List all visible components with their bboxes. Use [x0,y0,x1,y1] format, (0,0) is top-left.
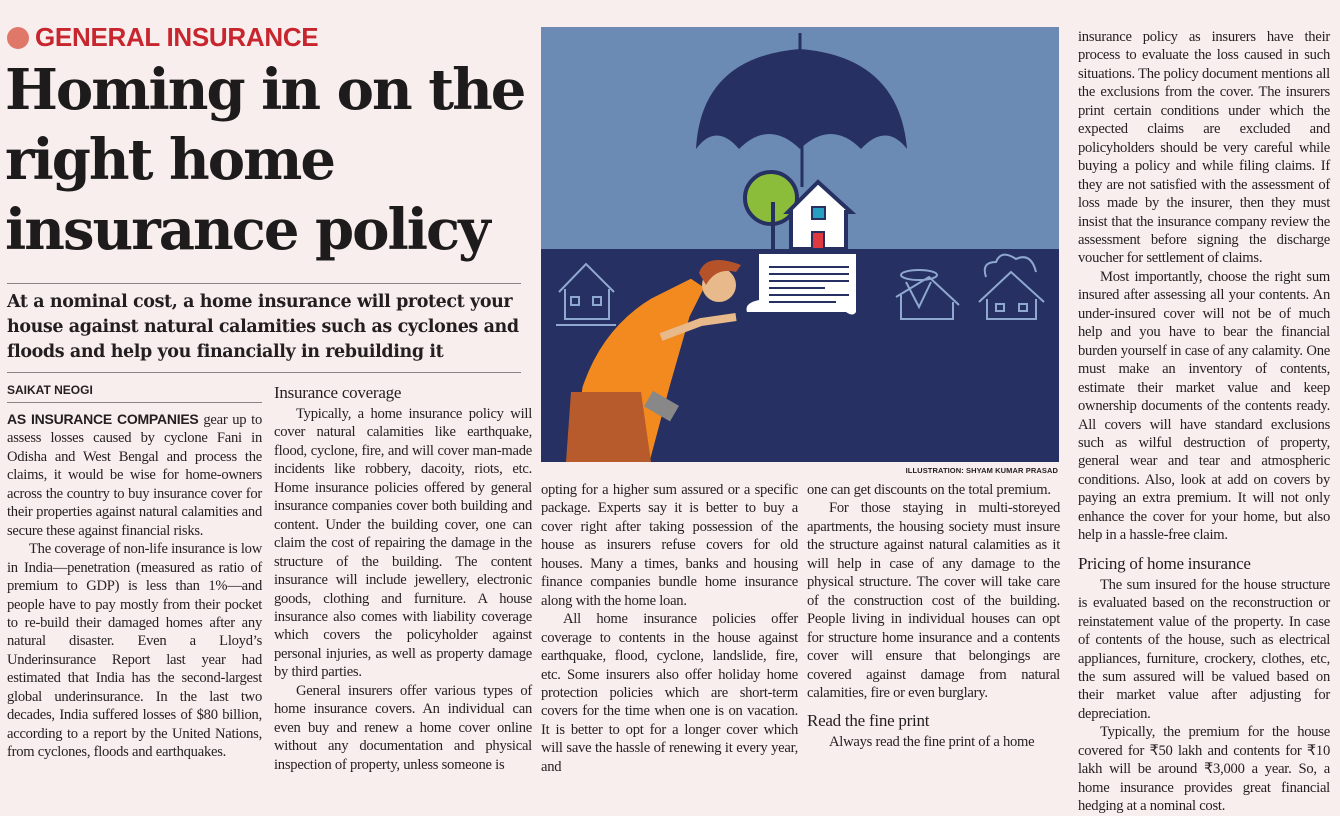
paragraph: The sum insured for the house structure … [1078,576,1330,722]
cyclone-house-icon [895,269,960,320]
article-column-3: opting for a higher sum assured or a spe… [541,481,798,776]
divider [7,283,521,284]
paragraph: All home insurance policies offer covera… [541,611,798,775]
article-column-4: one can get discounts on the total premi… [807,481,1060,752]
paragraph: gear up to assess losses caused by cyclo… [7,412,262,539]
paragraph: Most importantly, choose the right sum i… [1078,268,1330,544]
byline: SAIKAT NEOGI [7,383,93,397]
paragraph: Typically, a home insurance policy will … [274,406,532,681]
tree-icon [743,170,799,249]
divider [7,372,521,373]
document-icon [746,254,856,315]
lead-in: AS INSURANCE COMPANIES [7,411,199,427]
paragraph: Typically, the premium for the house cov… [1078,724,1330,815]
section-kicker: GENERAL INSURANCE [7,22,319,53]
subheading: Insurance coverage [274,383,402,402]
paragraph-continued: opting for a higher sum assured or a spe… [541,482,798,609]
umbrella-icon [696,33,907,187]
subheading: Pricing of home insurance [1078,553,1251,573]
article-column-5: insurance policy as insurers have their … [1078,28,1330,816]
fire-house-icon [978,253,1045,320]
earthquake-house-icon [556,262,616,326]
section-label: GENERAL INSURANCE [35,22,319,52]
paragraph-continued: insurance policy as insurers have their … [1078,29,1330,267]
article-column-2: Insurance coverage Typically, a home ins… [274,378,532,774]
paragraph: For those staying in multi-storeyed apar… [807,500,1060,701]
headline: Homing in on the right home insurance po… [5,57,526,263]
divider [7,402,262,403]
house-icon [783,179,857,251]
paragraph: General insurers offer various types of … [274,682,532,773]
article-column-1: AS INSURANCE COMPANIES gear up to assess… [7,410,262,762]
standfirst: At a nominal cost, a home insurance will… [7,292,519,362]
subheading: Read the fine print [807,711,930,731]
bullet-dot-icon [7,26,29,49]
paragraph-continued: one can get discounts on the total premi… [807,482,1051,498]
illustration-credit: ILLUSTRATION: SHYAM KUMAR PRASAD [905,466,1058,475]
paragraph: The coverage of non-life insurance is lo… [7,541,262,761]
illustration [541,27,1059,464]
paragraph: Always read the fine print of a home [829,734,1035,751]
man-inspecting [566,260,741,464]
